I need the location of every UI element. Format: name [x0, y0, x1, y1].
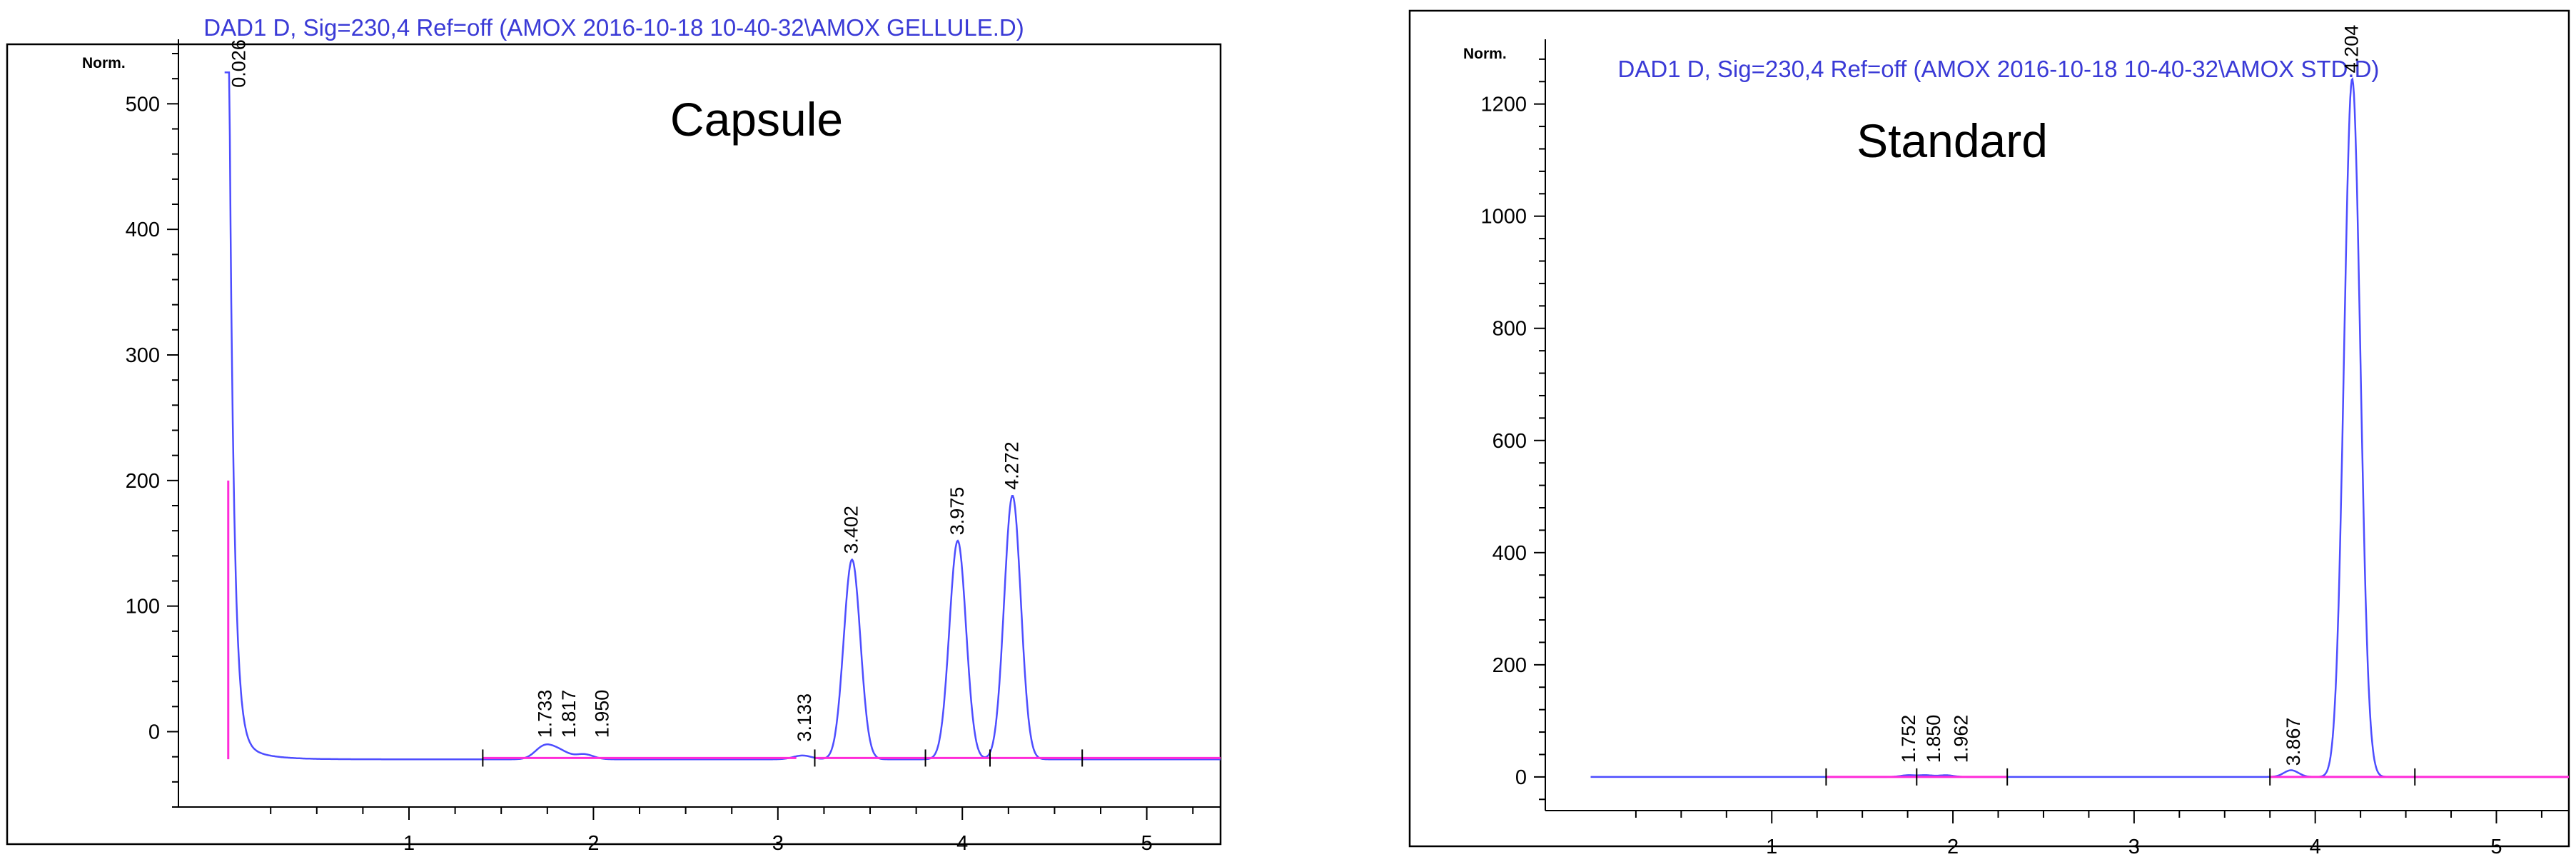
- standard-signal-trace: [1590, 76, 2569, 778]
- standard-sample-annotation: Standard: [1857, 114, 2048, 167]
- capsule-x-tick-label: 5: [1141, 832, 1153, 855]
- standard-y-tick-label: 200: [1492, 654, 1527, 677]
- capsule-peak-label: 1.817: [558, 690, 580, 738]
- capsule-frame: [6, 43, 1222, 846]
- standard-y-tick-label: 0: [1515, 766, 1527, 789]
- standard-x-tick-label: 3: [2128, 836, 2140, 858]
- capsule-y-tick-label: 500: [126, 93, 160, 116]
- standard-peak-label: 3.867: [2283, 718, 2304, 766]
- capsule-peak-label: 4.272: [1001, 441, 1023, 490]
- standard-y-tick-label: 1200: [1480, 94, 1527, 116]
- standard-chart-title: DAD1 D, Sig=230,4 Ref=off (AMOX 2016-10-…: [1618, 56, 2380, 82]
- capsule-chart-title: DAD1 D, Sig=230,4 Ref=off (AMOX 2016-10-…: [203, 14, 1024, 41]
- capsule-x-tick-label: 2: [587, 832, 599, 855]
- capsule-peak-label: 1.950: [591, 690, 612, 738]
- capsule-x-tick-label: 3: [772, 832, 784, 855]
- standard-y-tick-label: 1000: [1480, 206, 1527, 229]
- standard-y-tick-label: 600: [1492, 430, 1527, 453]
- standard-peak-label: 4.204: [2340, 25, 2362, 74]
- capsule-sample-annotation: Capsule: [670, 93, 843, 146]
- capsule-y-axis-label: Norm.: [82, 55, 126, 71]
- capsule-x-tick-label: 4: [956, 832, 968, 855]
- chart-standard: DAD1 D, Sig=230,4 Ref=off (AMOX 2016-10-…: [1395, 0, 2576, 862]
- standard-frame: [1408, 9, 2570, 848]
- standard-peak-label: 1.962: [1950, 715, 1971, 763]
- standard-x-tick-label: 4: [2310, 836, 2321, 858]
- capsule-y-tick-label: 0: [148, 721, 160, 744]
- capsule-peak-label: 3.975: [946, 487, 968, 536]
- standard-peak-label: 1.850: [1923, 715, 1944, 763]
- capsule-y-tick-label: 200: [126, 470, 160, 493]
- standard-y-tick-label: 800: [1492, 318, 1527, 341]
- standard-x-tick-label: 1: [1766, 836, 1777, 858]
- standard-peak-label: 1.752: [1898, 715, 1919, 763]
- capsule-peak-label: 1.733: [534, 690, 555, 738]
- chart-capsule-svg: DAD1 D, Sig=230,4 Ref=off (AMOX 2016-10-…: [6, 14, 1222, 855]
- capsule-y-tick-label: 300: [126, 344, 160, 367]
- chart-capsule: DAD1 D, Sig=230,4 Ref=off (AMOX 2016-10-…: [0, 0, 1228, 862]
- capsule-peak-label: 3.402: [841, 506, 862, 554]
- standard-y-tick-label: 400: [1492, 542, 1527, 565]
- capsule-y-tick-label: 100: [126, 596, 160, 618]
- standard-x-tick-label: 2: [1947, 836, 1959, 858]
- standard-y-axis-label: Norm.: [1463, 46, 1507, 62]
- chart-standard-svg: DAD1 D, Sig=230,4 Ref=off (AMOX 2016-10-…: [1408, 9, 2570, 858]
- standard-x-tick-label: 5: [2490, 836, 2502, 858]
- capsule-peak-label: 3.133: [794, 693, 815, 742]
- capsule-signal-trace: [224, 71, 1221, 761]
- capsule-peak-label: 0.026: [228, 39, 249, 88]
- capsule-y-tick-label: 400: [126, 219, 160, 241]
- capsule-x-tick-label: 1: [403, 832, 415, 855]
